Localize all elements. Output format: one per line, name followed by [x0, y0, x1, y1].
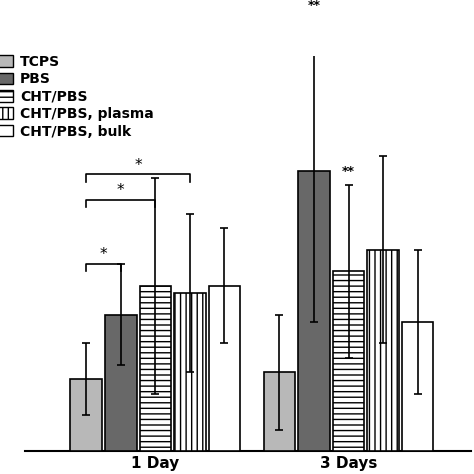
- Bar: [333, 272, 365, 451]
- Legend: TCPS, PBS, CHT/PBS, CHT/PBS, plasma, CHT/PBS, bulk: TCPS, PBS, CHT/PBS, CHT/PBS, plasma, CHT…: [0, 55, 154, 138]
- Bar: [402, 322, 434, 451]
- Bar: [298, 171, 330, 451]
- Text: *: *: [100, 247, 107, 263]
- Bar: [209, 286, 240, 451]
- Bar: [70, 379, 102, 451]
- Bar: [139, 286, 171, 451]
- Bar: [264, 372, 295, 451]
- Text: **: **: [342, 165, 355, 178]
- Text: *: *: [134, 157, 142, 173]
- Bar: [174, 293, 206, 451]
- Text: *: *: [117, 182, 125, 198]
- Bar: [105, 315, 137, 451]
- Text: **: **: [308, 0, 320, 12]
- Bar: [367, 250, 399, 451]
